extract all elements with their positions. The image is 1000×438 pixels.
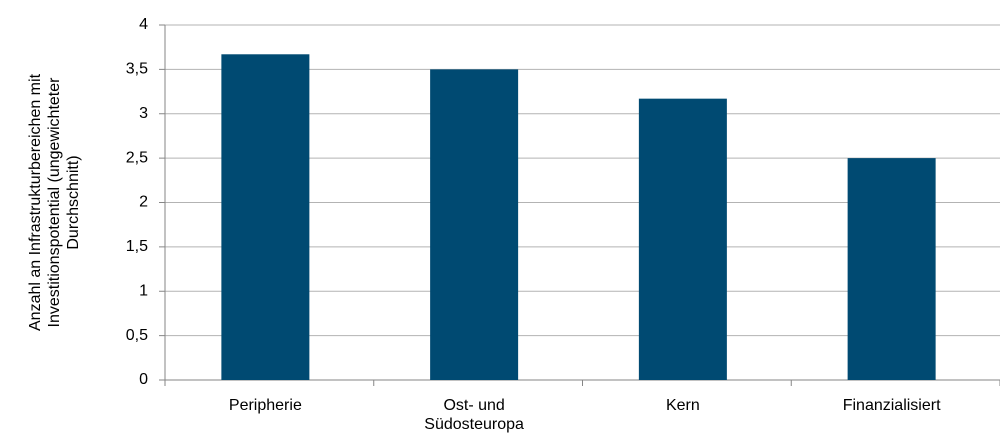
bar — [847, 158, 936, 380]
y-axis-label-line: Investitionspotential (ungewichteter — [46, 77, 63, 328]
y-tick-label: 0 — [139, 371, 148, 388]
y-tick-label: 4 — [139, 16, 148, 33]
y-tick-label: 3,5 — [126, 61, 148, 78]
y-tick-label: 0,5 — [126, 327, 148, 344]
x-tick-label: Kern — [665, 397, 700, 414]
y-tick-label: 1,5 — [126, 238, 148, 255]
y-axis-label: Anzahl an Infrastrukturbereichen mit Inve… — [27, 73, 82, 331]
y-tick-label: 2,5 — [126, 149, 148, 166]
bar — [430, 69, 519, 380]
y-tick-label: 1 — [139, 282, 148, 299]
x-tick-label: Finanzialisiert — [842, 397, 941, 414]
y-axis-label-line: Anzahl an Infrastrukturbereichen mit — [27, 73, 44, 331]
y-axis-label-line: Durchschnitt) — [65, 155, 82, 249]
bar — [221, 54, 310, 380]
x-tick-label: Ost- und Südosteuropa — [424, 397, 524, 433]
bar — [638, 98, 727, 380]
y-tick-label: 3 — [139, 105, 148, 122]
y-tick-label: 2 — [139, 194, 148, 211]
x-tick-label: Peripherie — [228, 397, 302, 414]
